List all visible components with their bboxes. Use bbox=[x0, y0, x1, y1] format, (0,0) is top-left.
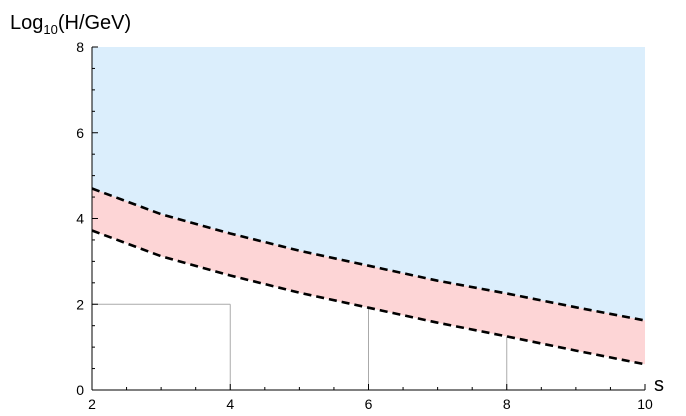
y-tick-label: 8 bbox=[76, 39, 84, 55]
y-tick-label: 2 bbox=[76, 296, 84, 312]
y-tick-label: 0 bbox=[76, 382, 84, 398]
x-tick-label: 4 bbox=[226, 396, 234, 412]
x-tick-label: 10 bbox=[637, 396, 653, 412]
chart-regions bbox=[92, 47, 645, 365]
y-axis-title: Log10(H/GeV) bbox=[10, 12, 131, 37]
x-tick-label: 2 bbox=[88, 396, 96, 412]
x-tick-label: 6 bbox=[365, 396, 373, 412]
y-tick-label: 6 bbox=[76, 125, 84, 141]
upper-boundary-line bbox=[91, 187, 646, 322]
band-region bbox=[92, 188, 645, 365]
x-tick-label: 8 bbox=[503, 396, 511, 412]
y-tick-label: 4 bbox=[76, 211, 84, 227]
lower-boundary-line bbox=[91, 229, 646, 366]
reference-lines bbox=[92, 303, 508, 390]
x-axis-title: s bbox=[654, 374, 664, 396]
allowed-region bbox=[92, 47, 645, 321]
boundary-curves bbox=[91, 187, 646, 366]
